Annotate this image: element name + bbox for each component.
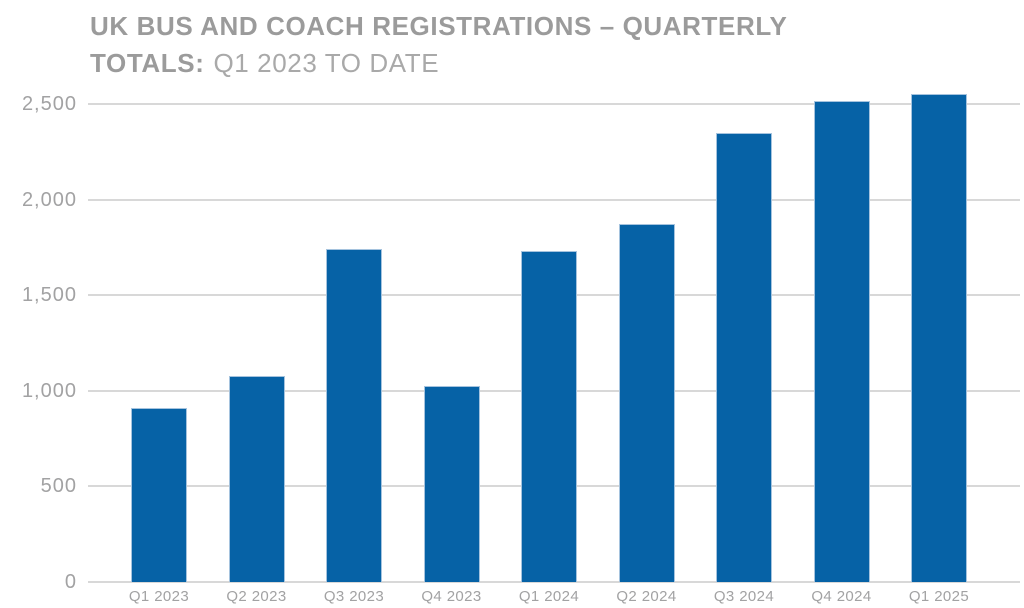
- bar-q1-2025: [911, 94, 967, 582]
- x-tick-label-q4-2024: Q4 2024: [811, 588, 872, 605]
- x-tick-label-q4-2023: Q4 2023: [421, 588, 482, 605]
- gridline-2000: [88, 198, 1020, 201]
- x-tick-label-q2-2024: Q2 2024: [616, 588, 677, 605]
- x-tick-label-q2-2023: Q2 2023: [226, 588, 287, 605]
- y-tick-label-1000: 1,000: [21, 379, 77, 402]
- bar-q3-2023: [326, 249, 382, 582]
- bar-q4-2024: [813, 101, 870, 582]
- chart-title-line2-bold: TOTALS:: [90, 48, 205, 78]
- x-tick-label-q3-2024: Q3 2024: [713, 588, 775, 605]
- x-tick-label-q1-2025: Q1 2025: [908, 588, 970, 605]
- x-tick-label-q1-2023: Q1 2023: [128, 588, 190, 605]
- gridline-0: [88, 581, 1020, 583]
- chart-title-line2: TOTALS: Q1 2023 TO DATE: [90, 45, 990, 82]
- gridline-2500: [88, 103, 1020, 105]
- y-tick-label-1500: 1,500: [21, 284, 77, 307]
- y-tick-label-2000: 2,000: [21, 188, 77, 211]
- bar-q3-2024: [716, 132, 772, 582]
- bar-q2-2023: [228, 375, 285, 582]
- x-tick-label-q1-2024: Q1 2024: [518, 588, 580, 605]
- y-tick-label-0: 0: [64, 571, 77, 593]
- chart-title-line2-regular: Q1 2023 TO DATE: [213, 48, 440, 78]
- y-tick-label-500: 500: [40, 475, 77, 498]
- bar-q4-2023: [423, 386, 480, 582]
- y-tick-label-2500: 2,500: [21, 93, 77, 115]
- bar-q2-2024: [618, 224, 675, 582]
- x-tick-label-q3-2023: Q3 2023: [323, 588, 385, 605]
- chart-title-line1: UK BUS AND COACH REGISTRATIONS – QUARTER…: [90, 11, 788, 41]
- bar-q1-2024: [521, 251, 577, 582]
- chart-title: UK BUS AND COACH REGISTRATIONS – QUARTER…: [90, 8, 990, 82]
- bar-q1-2023: [131, 408, 187, 582]
